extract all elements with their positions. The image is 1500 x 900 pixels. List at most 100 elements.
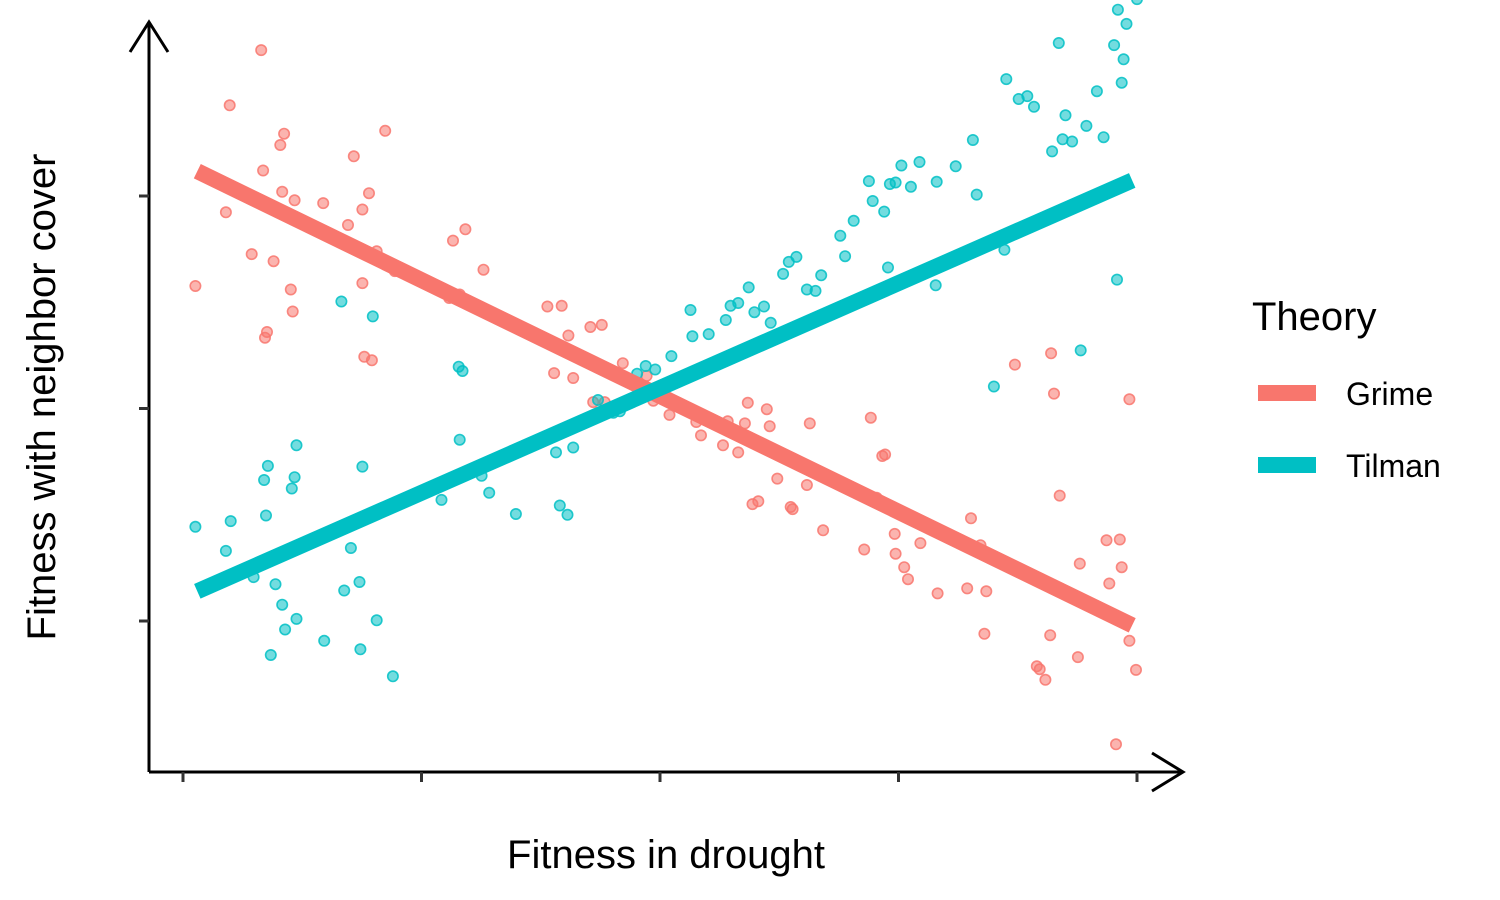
grime-point	[888, 527, 901, 540]
grime-point	[278, 127, 291, 140]
tilman-point	[1028, 100, 1041, 113]
grime-point	[1123, 393, 1136, 406]
grime-point	[1115, 561, 1128, 574]
y-axis-title: Fitness with neighbor cover	[20, 154, 64, 641]
grime-point	[1100, 534, 1113, 547]
tilman-point	[1066, 135, 1079, 148]
grime-point	[446, 234, 459, 247]
tilman-point	[1000, 73, 1013, 86]
tilman-point	[264, 648, 277, 661]
grime-point	[1071, 651, 1084, 664]
legend-label-tilman: Tilman	[1346, 448, 1441, 484]
grime-point	[1044, 629, 1057, 642]
grime-point	[964, 512, 977, 525]
tilman-point	[259, 509, 272, 522]
tilman-point	[290, 439, 303, 452]
tilman-point	[1059, 109, 1072, 122]
grime-point	[763, 420, 776, 433]
tilman-point	[1117, 53, 1130, 66]
grime-point	[1073, 557, 1086, 570]
tilman-point	[929, 279, 942, 292]
grime-point	[898, 561, 911, 574]
y-ticks	[139, 194, 149, 623]
tilman-point	[686, 330, 699, 343]
grime-point	[219, 206, 232, 219]
tilman-point	[665, 350, 678, 363]
grime-point	[716, 439, 729, 452]
y-axis-arrowhead	[128, 19, 170, 53]
tilman-point	[285, 482, 298, 495]
tilman-point	[335, 295, 348, 308]
grime-point	[741, 396, 754, 409]
tilman-point	[338, 584, 351, 597]
grime-point	[562, 329, 575, 342]
tilman-point	[881, 261, 894, 274]
tilman-point	[288, 471, 301, 484]
grime-point	[1045, 347, 1058, 360]
tilman-point	[815, 269, 828, 282]
tilman-point	[889, 176, 902, 189]
grime-point	[286, 305, 299, 318]
tilman-point	[847, 214, 860, 227]
tilman-point	[344, 541, 357, 554]
grime-point	[223, 99, 236, 112]
tilman-point	[1111, 273, 1124, 286]
grime-point	[284, 283, 297, 296]
tilman-point	[261, 459, 274, 472]
tilman-point	[435, 493, 448, 506]
grime-point	[541, 300, 554, 313]
tilman-point	[1108, 39, 1121, 52]
tilman-point	[219, 544, 232, 557]
grime-fit-line	[193, 164, 1136, 633]
tilman-point	[1046, 145, 1059, 158]
grime-point	[800, 478, 813, 491]
tilman-point	[567, 441, 580, 454]
grime-point	[817, 524, 830, 537]
grime-point	[752, 495, 765, 508]
grime-point	[931, 587, 944, 600]
grime-point	[288, 194, 301, 207]
tilman-point	[862, 175, 875, 188]
tilman-point	[930, 175, 943, 188]
tilman-point	[509, 507, 522, 520]
tilman-point	[356, 460, 369, 473]
tilman-point	[1131, 0, 1143, 6]
tilman-point	[1052, 36, 1065, 49]
tilman-point	[1097, 131, 1110, 144]
tilman-point	[866, 195, 879, 208]
tilman-point	[913, 156, 926, 169]
tilman-point	[757, 300, 770, 313]
axes	[128, 19, 1186, 793]
grime-point	[341, 219, 354, 232]
tilman-point	[904, 180, 917, 193]
tilman-point	[189, 520, 202, 533]
tilman-point	[366, 310, 379, 323]
grime-point	[567, 371, 580, 384]
grime-point	[356, 277, 369, 290]
tilman-point	[353, 575, 366, 588]
grime-point	[459, 223, 472, 236]
legend: Theory Grime Tilman	[1252, 295, 1441, 484]
grime-point	[889, 547, 902, 560]
tilman-point	[878, 205, 891, 218]
tilman-point	[809, 284, 822, 297]
tilman-point	[1090, 85, 1103, 98]
tilman-point	[483, 486, 496, 499]
grime-point	[1130, 663, 1143, 676]
tilman-point	[279, 623, 292, 636]
grime-point	[267, 255, 280, 268]
grime-point	[1113, 533, 1126, 546]
tilman-point	[1021, 90, 1034, 103]
tilman-point	[453, 433, 466, 446]
tilman-point	[1120, 17, 1133, 30]
tilman-point	[591, 393, 604, 406]
tilman-point	[777, 267, 790, 280]
tilman-point	[764, 316, 777, 329]
tilman-point	[549, 446, 562, 459]
x-ticks	[181, 772, 1139, 782]
grime-point	[362, 187, 375, 200]
x-axis-arrowhead	[1151, 751, 1186, 793]
grime-point	[980, 585, 993, 598]
grime-point	[760, 403, 773, 416]
tilman-point	[732, 296, 745, 309]
